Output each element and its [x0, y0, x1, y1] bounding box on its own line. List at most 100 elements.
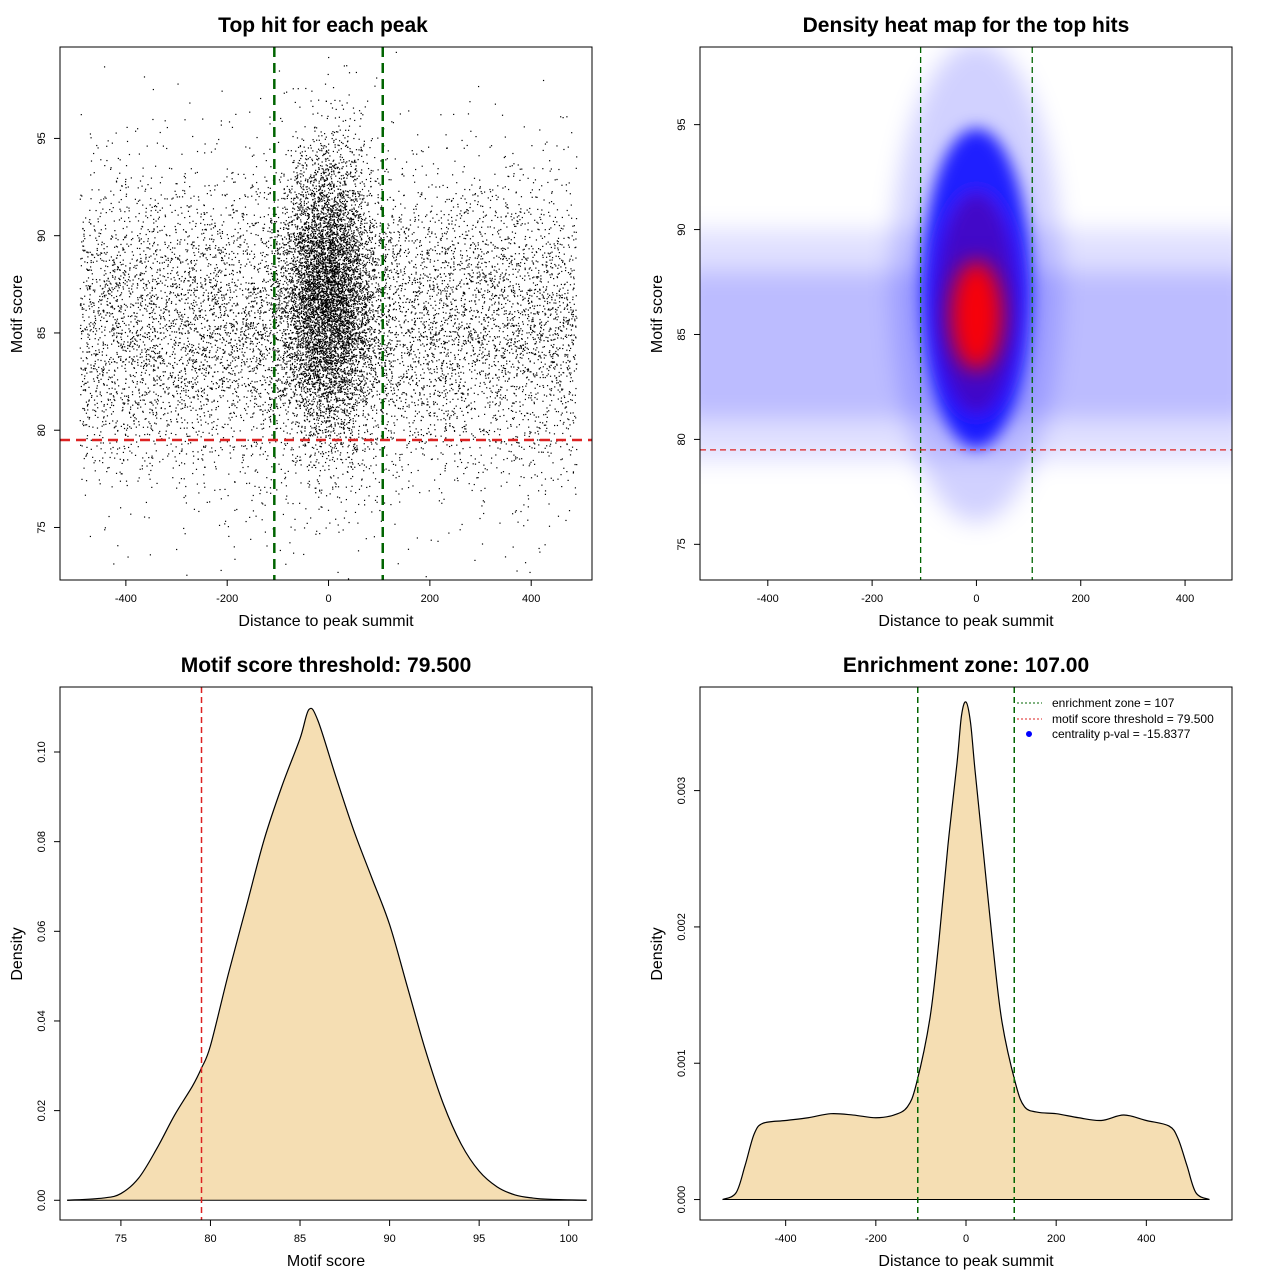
scatter-point: [88, 305, 90, 307]
scatter-point: [125, 382, 127, 384]
scatter-point: [343, 280, 345, 283]
scatter-point: [311, 189, 313, 192]
scatter-point: [347, 251, 349, 253]
scatter-point: [457, 284, 460, 286]
scatter-point: [125, 265, 127, 267]
scatter-point: [280, 260, 282, 262]
scatter-point: [570, 372, 572, 374]
scatter-point: [115, 295, 118, 298]
scatter-point: [102, 371, 104, 374]
scatter-point: [169, 235, 171, 237]
scatter-point: [287, 264, 289, 266]
scatter-point: [572, 472, 574, 474]
scatter-point: [408, 442, 410, 445]
scatter-point: [228, 473, 230, 475]
scatter-point: [499, 448, 501, 450]
scatter-point: [268, 367, 270, 369]
scatter-point: [369, 380, 371, 382]
scatter-point: [361, 201, 363, 203]
scatter-point: [227, 364, 229, 366]
scatter-point: [257, 188, 259, 190]
scatter-point: [380, 309, 382, 311]
scatter-point: [261, 304, 263, 306]
scatter-point: [233, 291, 235, 293]
scatter-point: [403, 334, 405, 337]
scatter-point: [236, 347, 238, 349]
scatter-point: [558, 224, 561, 227]
scatter-point: [103, 280, 105, 282]
scatter-point: [214, 222, 216, 224]
scatter-point: [564, 269, 567, 272]
scatter-point: [490, 145, 493, 147]
scatter-point: [210, 273, 212, 275]
scatter-point: [409, 219, 411, 221]
scatter-point: [433, 320, 435, 323]
scatter-point: [506, 343, 508, 346]
scatter-point: [433, 265, 435, 267]
scatter-point: [502, 247, 504, 249]
scatter-point: [260, 489, 262, 491]
scatter-point: [170, 432, 172, 434]
scatter-point: [84, 367, 86, 369]
scatter-point: [215, 466, 217, 468]
scatter-point: [143, 241, 145, 243]
scatter-point: [171, 269, 173, 272]
scatter-point: [80, 324, 82, 327]
scatter-point: [544, 493, 547, 495]
scatter-point: [96, 395, 98, 397]
scatter-point: [151, 428, 153, 430]
scatter-point: [181, 288, 183, 290]
scatter-point: [204, 229, 206, 231]
scatter-point: [534, 219, 536, 221]
scatter-point: [455, 193, 457, 195]
scatter-point: [405, 237, 407, 240]
scatter-point: [183, 294, 185, 296]
scatter-point: [508, 258, 510, 260]
scatter-point: [209, 414, 211, 416]
scatter-point: [508, 378, 510, 380]
scatter-point: [404, 207, 406, 209]
scatter-point: [508, 345, 510, 348]
scatter-point: [373, 251, 375, 253]
scatter-point: [277, 357, 279, 359]
scatter-point: [492, 377, 494, 379]
scatter-point: [200, 282, 202, 284]
scatter-point: [378, 356, 381, 359]
scatter-point: [190, 442, 192, 444]
scatter-point: [248, 302, 250, 305]
scatter-point: [289, 275, 291, 278]
scatter-point: [439, 330, 441, 332]
scatter-point: [178, 464, 181, 467]
scatter-point: [157, 356, 160, 358]
scatter-point: [223, 325, 226, 327]
scatter-point: [219, 441, 221, 443]
scatter-point: [139, 338, 141, 341]
scatter-point: [305, 434, 307, 436]
scatter-point: [376, 501, 378, 503]
scatter-point: [468, 287, 470, 290]
scatter-point: [433, 334, 435, 336]
scatter-point: [164, 198, 166, 200]
scatter-point: [255, 199, 257, 201]
scatter-point: [252, 413, 254, 415]
scatter-point: [407, 348, 409, 351]
scatter-point: [323, 417, 326, 419]
scatter-point: [222, 319, 224, 322]
scatter-point: [136, 441, 138, 443]
scatter-point: [171, 301, 173, 303]
scatter-point: [351, 322, 353, 325]
scatter-point: [254, 332, 256, 334]
scatter-point: [536, 283, 538, 286]
scatter-point: [135, 434, 137, 436]
scatter-point: [87, 404, 89, 406]
scatter-point: [450, 267, 452, 269]
scatter-point: [111, 236, 114, 238]
scatter-point: [157, 395, 159, 397]
scatter-point: [537, 290, 539, 293]
scatter-point: [114, 269, 116, 271]
scatter-point: [255, 372, 257, 375]
scatter-point: [408, 110, 410, 112]
scatter-point: [494, 287, 496, 289]
scatter-point: [454, 373, 457, 375]
scatter-point: [178, 316, 180, 318]
